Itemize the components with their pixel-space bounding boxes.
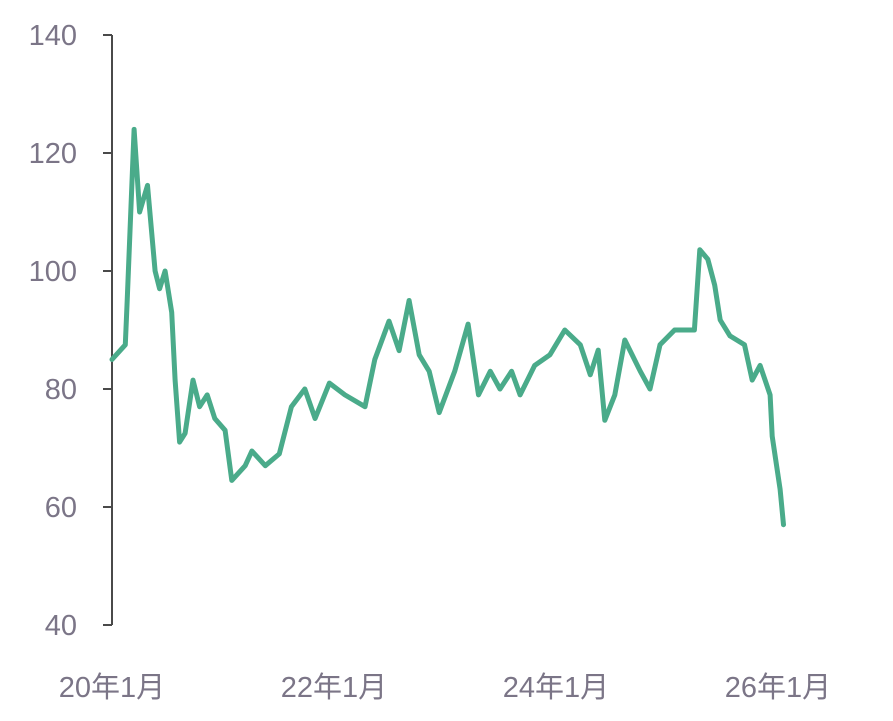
y-axis: 40 60 80 100 120 140 [29, 20, 113, 642]
plot-area [109, 126, 786, 528]
y-tick-label: 100 [29, 256, 77, 288]
x-tick-label: 26年1月 [725, 671, 831, 704]
y-tick-label: 80 [45, 374, 77, 406]
y-tick-label: 60 [45, 492, 77, 524]
y-tick-label: 40 [45, 610, 77, 642]
x-axis: 20年1月 22年1月 24年1月 26年1月 [59, 671, 831, 704]
y-tick-label: 120 [29, 138, 77, 170]
x-tick-label: 24年1月 [503, 671, 609, 704]
y-tick-label: 140 [29, 20, 77, 52]
x-tick-label: 22年1月 [281, 671, 387, 704]
series-line [109, 126, 786, 528]
x-tick-label: 20年1月 [59, 671, 165, 704]
